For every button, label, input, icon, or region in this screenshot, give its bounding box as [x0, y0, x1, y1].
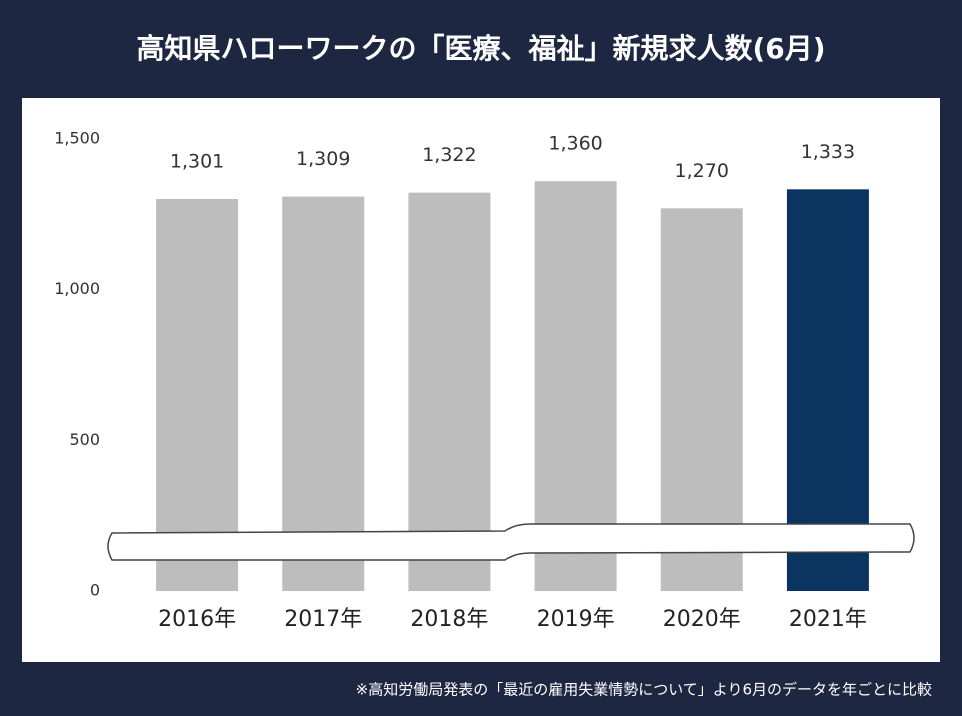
bar	[408, 192, 491, 591]
y-tick-label: 500	[69, 430, 100, 449]
bar	[534, 181, 617, 592]
data-label: 1,309	[296, 148, 350, 170]
x-tick-label: 2021年	[789, 607, 867, 632]
x-tick-label: 2020年	[663, 607, 741, 632]
data-label: 1,360	[548, 133, 602, 155]
axis-break	[107, 523, 915, 561]
x-tick-label: 2016年	[158, 607, 236, 632]
chart-title: 高知県ハローワークの「医療、福祉」新規求人数(6月)	[136, 32, 825, 65]
data-label: 1,301	[170, 150, 224, 172]
footnote: ※高知労働局発表の「最近の雇用失業情勢について」より6月のデータを年ごとに比較	[356, 681, 932, 699]
data-label: 1,270	[675, 160, 729, 182]
data-label: 1,333	[801, 141, 855, 163]
y-tick-label: 1,000	[54, 279, 100, 298]
x-tick-label: 2019年	[537, 607, 615, 632]
data-label: 1,322	[422, 144, 476, 166]
bar	[282, 196, 365, 591]
x-tick-label: 2018年	[410, 607, 488, 632]
bar	[156, 198, 239, 591]
y-tick-label: 0	[90, 581, 100, 600]
x-tick-label: 2017年	[284, 607, 362, 632]
y-tick-label: 1,500	[54, 129, 100, 148]
